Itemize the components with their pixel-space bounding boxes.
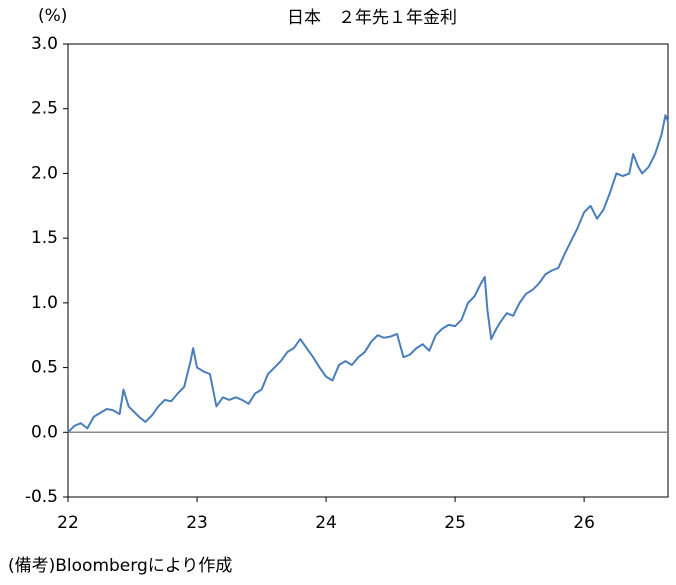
x-tick-label: 24	[315, 513, 337, 533]
x-tick-label: 22	[57, 513, 79, 533]
y-tick-label: 0.0	[31, 422, 58, 442]
source-note: (備考)Bloombergにより作成	[8, 556, 232, 576]
y-tick-label: 2.5	[31, 99, 58, 119]
y-tick-label: -0.5	[25, 487, 58, 507]
chart-title: 日本 ２年先１年金利	[287, 8, 457, 28]
y-tick-label: 1.0	[31, 293, 58, 313]
y-tick-label: 2.0	[31, 163, 58, 183]
x-tick-label: 25	[444, 513, 466, 533]
y-tick-label: 3.0	[31, 34, 58, 54]
unit-label: (%)	[38, 6, 67, 26]
y-tick-label: 1.5	[31, 228, 58, 248]
x-tick-label: 23	[186, 513, 208, 533]
plot-frame	[67, 43, 669, 498]
x-tick-label: 26	[573, 513, 595, 533]
data-line	[67, 114, 669, 433]
y-tick-label: 0.5	[31, 358, 58, 378]
